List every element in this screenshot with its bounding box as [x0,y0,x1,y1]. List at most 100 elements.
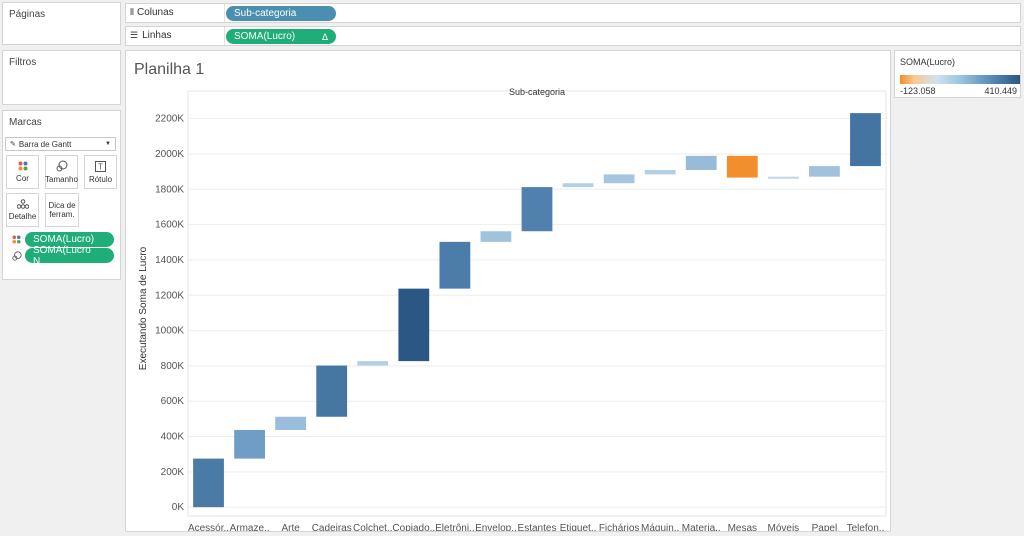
size-button[interactable]: Tamanho [45,155,78,189]
gantt-bar [521,187,553,232]
gantt-bar [809,166,840,177]
columns-pill-text: Sub-categoria [234,8,297,19]
y-tick-label: 400K [161,432,185,443]
rows-icon: ☰ [130,30,139,40]
gantt-icon: ✎ [10,141,16,148]
x-tick-label: Armaze.. [230,523,270,531]
size-icon [56,160,67,172]
gantt-bar [685,155,717,170]
detail-button[interactable]: Detalhe [6,193,39,227]
pages-pane[interactable]: Páginas [2,2,121,45]
worksheet-view[interactable]: Planilha 1 0K 200K 400K 600K 800K 1000K 1200K 1… [125,50,891,532]
x-tick-label: Telefon.. [847,523,885,531]
gantt-bar [850,113,881,167]
size-icon [12,251,22,261]
mark-pill-color-text: SOMA(Lucro) [33,234,95,245]
columns-shelf[interactable]: ⦀ Colunas Sub-categoria [125,3,1021,23]
gantt-bar [193,458,224,508]
delta-icon: Δ [321,31,328,42]
legend-max-label: 410.449 [984,86,1017,96]
shelf-divider [224,4,225,22]
plot-area [187,90,887,517]
columns-shelf-label: ⦀ Colunas [130,7,174,18]
y-tick-label: 200K [161,467,185,478]
x-tick-label: Móveis [768,523,800,531]
y-tick-label: 600K [161,396,185,407]
columns-pill[interactable]: Sub-categoria [226,6,336,21]
legend-gradient [900,75,1020,84]
x-tick-label: Envelop.. [475,523,517,531]
color-label: Cor [16,174,29,183]
pages-title: Páginas [9,9,46,20]
y-tick-label: 2200K [155,114,184,125]
x-tick-label: Máquin.. [641,523,679,531]
y-tick-label: 1200K [155,290,184,301]
color-legend[interactable]: SOMA(Lucro) -123.058 410.449 [894,50,1021,98]
mark-pill-size[interactable]: SOMA(Lucro N... [25,245,114,267]
x-tick-label: Materia.. [682,523,721,531]
x-tick-label: Colchet.. [353,523,392,531]
y-tick-label: 1000K [155,326,184,337]
y-tick-label: 0K [172,502,185,513]
chart-title: Sub-categoria [509,87,565,97]
size-label: Tamanho [45,175,78,184]
x-tick-label: Etiquet.. [560,523,597,531]
label-button[interactable]: T Rótulo [84,155,117,189]
detail-label: Detalhe [8,212,37,221]
x-tick-label: Eletrôni.. [435,523,474,531]
x-tick-label: Copiado.. [392,523,435,531]
gantt-bar [644,169,676,175]
marks-title: Marcas [9,117,42,128]
y-tick-label: 1600K [155,220,184,231]
mark-pill-size-text: SOMA(Lucro N... [33,244,91,267]
x-tick-label: Fichários [599,523,640,531]
x-tick-label: Cadeiras [312,523,352,531]
y-tick-label: 1400K [155,255,184,266]
y-axis-label: Executando Soma de Lucro [138,246,149,370]
x-tick-label: Mesas [728,523,757,531]
mark-type-text: Barra de Gantt [18,139,72,149]
columns-label-text: Colunas [136,7,174,18]
x-tick-label: Estantes [518,523,557,531]
legend-min-label: -123.058 [900,86,936,96]
detail-icon [16,199,29,209]
gantt-bar [480,231,512,242]
gantt-bar [357,361,389,366]
chevron-down-icon: ▼ [105,141,111,147]
svg-text:T: T [98,162,103,171]
color-icon [12,235,21,244]
legend-title: SOMA(Lucro) [900,57,956,67]
gantt-bar [398,288,430,362]
gantt-bar [603,174,635,184]
label-label: Rótulo [88,174,113,184]
mark-type-dropdown[interactable]: ✎ Barra de Gantt ▼ [5,137,116,151]
gantt-bar [562,183,594,188]
rows-pill-text: SOMA(Lucro) [234,31,296,42]
tooltip-label-1: Dica de [48,201,76,210]
gantt-bar [439,241,471,289]
gantt-bar [726,155,758,178]
filters-title: Filtros [9,57,37,68]
rows-shelf[interactable]: ☰ Linhas SOMA(Lucro) Δ [125,26,1021,46]
color-icon [18,161,27,171]
tooltip-label-2: ferram. [49,210,75,219]
gantt-bar [316,365,348,417]
y-tick-label: 2000K [155,149,184,160]
tooltip-button[interactable]: Dica de ferram. [45,193,79,227]
gantt-bar [234,429,265,459]
color-button[interactable]: Cor [6,155,39,189]
sheet-title: Planilha 1 [134,61,205,78]
mark-type-label: ✎ Barra de Gantt [10,140,71,149]
rows-shelf-label: ☰ Linhas [130,30,172,41]
x-tick-label: Acessór.. [188,523,229,531]
mark-pill-color[interactable]: SOMA(Lucro) [25,232,114,247]
text-label-icon: T [95,160,106,172]
y-tick-label: 1800K [155,184,184,195]
y-tick-label: 800K [161,361,185,372]
rows-pill[interactable]: SOMA(Lucro) Δ [226,29,336,44]
gantt-bar [275,416,307,430]
gantt-bar [767,176,799,179]
waterfall-chart[interactable]: 0K 200K 400K 600K 800K 1000K 1200K 1400K 1600K 18… [126,51,890,531]
filters-pane[interactable]: Filtros [2,50,121,105]
x-tick-label: Papel [812,523,838,531]
